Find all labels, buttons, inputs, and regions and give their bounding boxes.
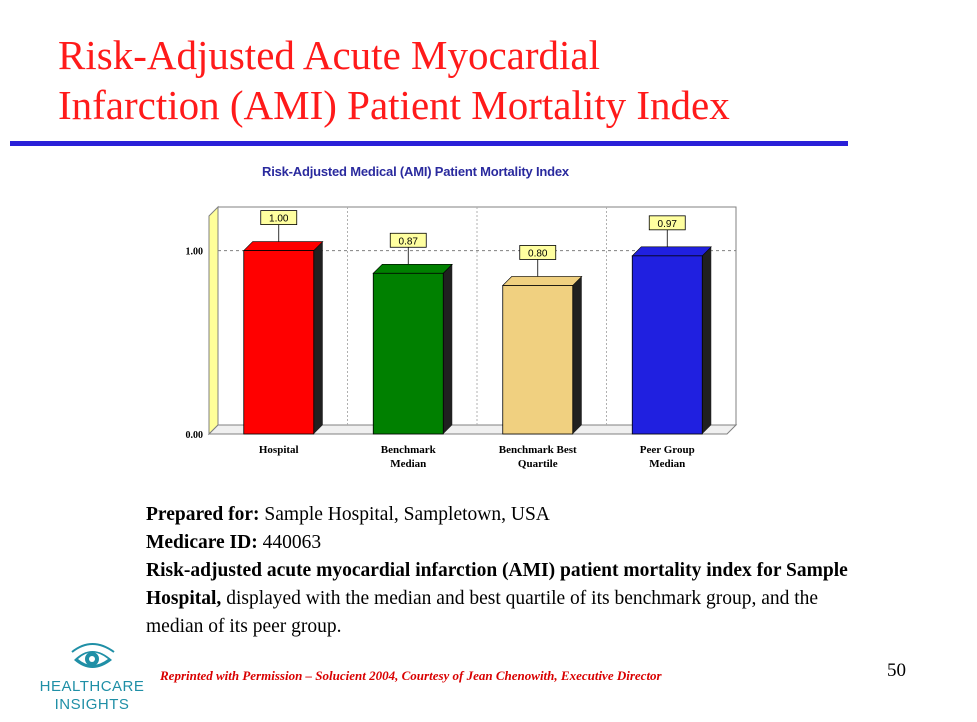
data-label-box [519, 245, 557, 260]
prepared-value: Sample Hospital, Sampletown, USA [259, 504, 550, 525]
bar-chart: 0.00 1.00 1.00 Hospital 0.87 Benchmark Median 0… [186, 205, 738, 470]
bar-top [502, 276, 583, 286]
data-label: 0.97 [658, 219, 678, 230]
slide-title-line2: Infarction (AMI) Patient Mortality Index [58, 82, 730, 128]
chart-title: Risk-Adjusted Medical (AMI) Patient Mort… [262, 164, 569, 179]
data-label-box [648, 215, 686, 231]
plot-left-wall [208, 205, 219, 436]
bar [372, 272, 444, 435]
bar-top [243, 241, 324, 251]
eye-icon [71, 643, 115, 668]
bar-top [631, 246, 712, 257]
bar [502, 285, 574, 435]
caption: Prepared for: Sample Hospital, Sampletow… [146, 501, 866, 641]
slide-title: Risk-Adjusted Acute Myocardial Infarctio… [58, 30, 938, 130]
data-label: 0.80 [528, 248, 548, 259]
x-tick-label: Median [649, 458, 685, 470]
bar [243, 250, 315, 435]
bar-top [372, 263, 453, 274]
data-label: 1.00 [269, 214, 289, 225]
x-tick-label: Median [390, 458, 426, 470]
description-bold: Risk-adjusted acute myocardial infarctio… [146, 560, 848, 609]
footnote: Reprinted with Permission – Solucient 20… [160, 668, 662, 683]
data-label: 0.87 [399, 236, 419, 247]
bar [631, 255, 703, 435]
bar-side [572, 276, 582, 434]
x-tick-label: Benchmark [381, 444, 437, 456]
medicare-label: Medicare ID: [146, 532, 258, 553]
data-label-box [260, 210, 298, 226]
x-tick-label: Quartile [518, 458, 558, 470]
x-tick-label: Hospital [259, 444, 299, 456]
healthcare-insights-logo: HEALTHCARE INSIGHTS [32, 640, 152, 718]
logo-text-line2: INSIGHTS [54, 696, 130, 713]
title-underline [10, 141, 848, 146]
y-tick-label: 0.00 [186, 430, 204, 441]
page-number: 50 [887, 660, 906, 681]
bar-side [702, 246, 712, 434]
data-label-box [389, 232, 427, 248]
y-tick-label: 1.00 [186, 247, 204, 258]
prepared-label: Prepared for: [146, 504, 260, 525]
bar-side [443, 264, 453, 434]
description-rest: displayed with the median and best quart… [146, 588, 819, 637]
x-tick-label: Peer Group [640, 444, 695, 456]
x-tick-label: Benchmark Best [499, 444, 577, 456]
medicare-value: 440063 [257, 532, 322, 553]
slide-title-line1: Risk-Adjusted Acute Myocardial [58, 32, 601, 78]
bar-side [313, 241, 323, 434]
logo-text-line1: HEALTHCARE [39, 678, 145, 695]
